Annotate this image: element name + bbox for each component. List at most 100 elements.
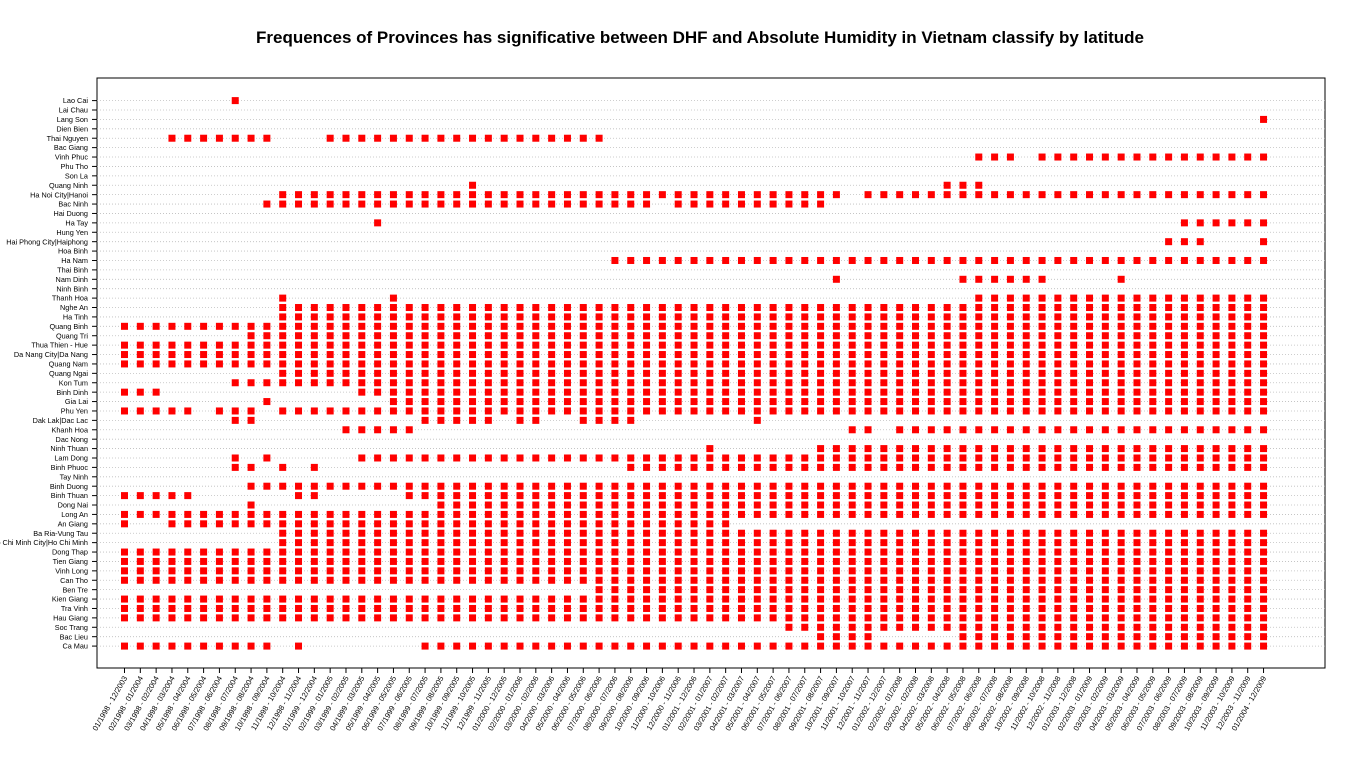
data-point <box>690 642 698 650</box>
data-point <box>342 557 350 565</box>
data-point <box>864 633 872 641</box>
data-point <box>563 482 571 490</box>
data-point <box>627 379 635 387</box>
data-point <box>896 191 904 199</box>
data-point <box>247 332 255 340</box>
data-point <box>548 642 556 650</box>
data-point <box>832 623 840 631</box>
data-point <box>263 351 271 359</box>
data-point <box>832 633 840 641</box>
data-point <box>1117 633 1125 641</box>
data-point <box>832 576 840 584</box>
data-point <box>453 332 461 340</box>
data-point <box>1101 256 1109 264</box>
data-point <box>326 595 334 603</box>
data-point <box>263 341 271 349</box>
data-point <box>706 529 714 537</box>
data-point <box>1086 492 1094 500</box>
data-point <box>421 332 429 340</box>
data-point <box>516 576 524 584</box>
data-point <box>326 191 334 199</box>
data-point <box>453 454 461 462</box>
data-point <box>1086 351 1094 359</box>
data-point <box>1228 379 1236 387</box>
data-point <box>753 557 761 565</box>
data-point <box>975 623 983 631</box>
data-point <box>627 520 635 528</box>
data-point <box>1038 454 1046 462</box>
data-point <box>358 191 366 199</box>
data-point <box>991 153 999 161</box>
data-point <box>1149 557 1157 565</box>
data-point <box>579 557 587 565</box>
data-point <box>1070 548 1078 556</box>
data-point <box>1228 445 1236 453</box>
data-point <box>405 332 413 340</box>
data-point <box>548 454 556 462</box>
data-point <box>769 351 777 359</box>
data-point <box>927 256 935 264</box>
data-point <box>912 388 919 396</box>
data-point <box>136 557 144 565</box>
data-point <box>769 332 777 340</box>
data-point <box>690 379 698 387</box>
data-point <box>1038 586 1046 594</box>
data-point <box>912 191 919 199</box>
data-point <box>737 322 745 330</box>
data-point <box>880 586 888 594</box>
data-point <box>1006 586 1014 594</box>
data-point <box>832 388 840 396</box>
data-point <box>358 529 366 537</box>
data-point <box>975 445 983 453</box>
data-point <box>674 341 682 349</box>
data-point <box>706 576 714 584</box>
data-point <box>1260 360 1268 368</box>
data-point <box>1101 445 1109 453</box>
data-point <box>975 586 983 594</box>
data-point <box>263 398 271 406</box>
data-point <box>927 445 935 453</box>
data-point <box>405 407 413 415</box>
data-point <box>880 454 888 462</box>
data-point <box>548 548 556 556</box>
data-point <box>421 557 429 565</box>
data-point <box>1212 304 1220 312</box>
data-point <box>1086 633 1094 641</box>
data-point <box>279 510 287 518</box>
data-point <box>453 360 461 368</box>
data-point <box>484 567 492 575</box>
data-point <box>1180 153 1188 161</box>
data-point <box>722 595 730 603</box>
data-point <box>279 595 287 603</box>
data-point <box>532 614 540 622</box>
data-point <box>896 539 904 547</box>
data-point <box>469 510 477 518</box>
data-point <box>959 256 967 264</box>
data-point <box>817 398 825 406</box>
data-point <box>1196 557 1204 565</box>
data-point <box>880 604 888 612</box>
data-point <box>1244 351 1252 359</box>
data-point <box>184 322 192 330</box>
data-point <box>769 586 777 594</box>
data-point <box>817 313 825 321</box>
data-point <box>1022 313 1030 321</box>
data-point <box>896 623 904 631</box>
data-point <box>611 200 619 208</box>
data-point <box>1117 642 1125 650</box>
data-point <box>896 614 904 622</box>
data-point <box>1133 576 1141 584</box>
y-tick-label: Bac Giang <box>54 143 88 152</box>
data-point <box>121 351 128 359</box>
data-point <box>342 595 350 603</box>
data-point <box>674 576 682 584</box>
data-point <box>1196 492 1204 500</box>
data-point <box>1260 304 1268 312</box>
data-point <box>563 492 571 500</box>
data-point <box>469 520 477 528</box>
data-point <box>279 463 287 471</box>
data-point <box>959 633 967 641</box>
data-point <box>484 398 492 406</box>
data-point <box>1133 426 1141 434</box>
data-point <box>627 510 635 518</box>
